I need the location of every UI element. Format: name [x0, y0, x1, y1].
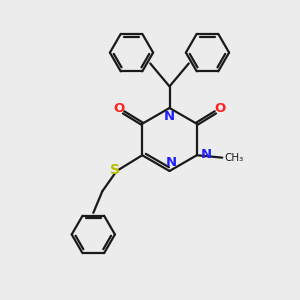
Text: N: N: [200, 148, 211, 161]
Text: CH₃: CH₃: [225, 153, 244, 163]
Text: O: O: [113, 102, 124, 115]
Text: N: N: [165, 156, 177, 169]
Text: O: O: [215, 102, 226, 115]
Text: N: N: [164, 110, 175, 123]
Text: S: S: [110, 163, 120, 177]
